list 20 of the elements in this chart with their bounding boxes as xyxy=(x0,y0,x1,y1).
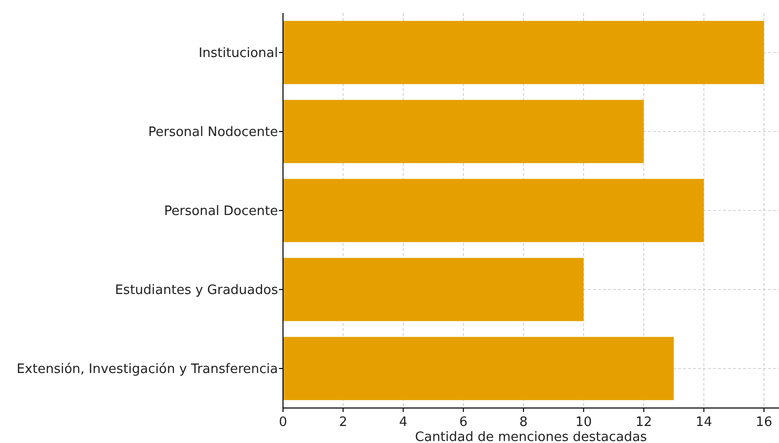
x-tick-label: 8 xyxy=(519,415,528,430)
bar xyxy=(283,20,764,84)
x-tick-label: 10 xyxy=(575,415,592,430)
x-tick-label: 12 xyxy=(635,415,652,430)
bar xyxy=(283,336,674,400)
x-tick-label: 2 xyxy=(338,415,348,430)
y-tick-label: Institucional xyxy=(198,46,278,62)
x-tick-label: 4 xyxy=(399,415,408,430)
bar xyxy=(283,258,584,322)
y-tick-label: Estudiantes y Graduados xyxy=(114,283,278,298)
bar xyxy=(283,178,704,242)
y-tick-label: Personal Nodocente xyxy=(148,125,278,140)
x-tick-label: 6 xyxy=(459,415,468,430)
y-tick-label: Extensión, Investigación y Transferencia xyxy=(16,362,278,378)
x-tick-label: 14 xyxy=(696,415,712,430)
x-axis-title: Cantidad de menciones destacadas xyxy=(415,430,648,443)
bar xyxy=(283,100,644,164)
x-tick-label: 0 xyxy=(278,415,288,430)
y-tick-label: Personal Docente xyxy=(164,204,278,220)
x-tick-label: 16 xyxy=(756,415,772,430)
